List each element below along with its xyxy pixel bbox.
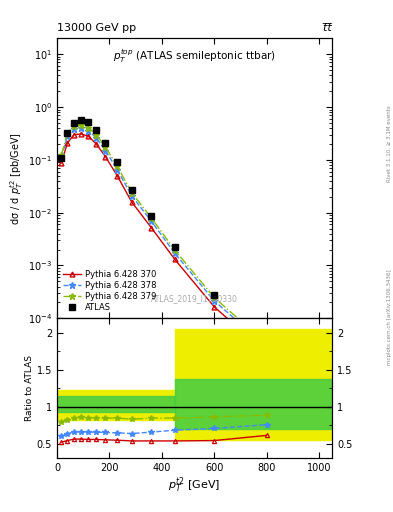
Pythia 6.428 378 — [115, 167, 119, 173]
Pythia 6.428 370 — [264, 350, 269, 356]
Pythia 6.428 378 — [79, 125, 83, 131]
Text: mcplots.cern.ch [arXiv:1306.3436]: mcplots.cern.ch [arXiv:1306.3436] — [387, 270, 392, 365]
Pythia 6.428 370 — [72, 132, 76, 138]
Pythia 6.428 378 — [86, 127, 91, 134]
Line: Pythia 6.428 370: Pythia 6.428 370 — [59, 132, 269, 355]
Pythia 6.428 378 — [264, 344, 269, 350]
Text: 13000 GeV pp: 13000 GeV pp — [57, 23, 136, 33]
ATLAS — [86, 119, 91, 125]
Pythia 6.428 378 — [72, 125, 76, 132]
Pythia 6.428 379 — [79, 122, 83, 129]
Pythia 6.428 378 — [103, 147, 108, 154]
ATLAS — [59, 155, 64, 161]
Pythia 6.428 379 — [86, 124, 91, 131]
Pythia 6.428 378 — [94, 135, 99, 141]
Pythia 6.428 370 — [103, 154, 108, 160]
Pythia 6.428 370 — [94, 141, 99, 147]
ATLAS — [129, 187, 134, 193]
ATLAS — [149, 212, 154, 219]
Pythia 6.428 379 — [115, 163, 119, 169]
Pythia 6.428 370 — [79, 131, 83, 137]
Pythia 6.428 370 — [115, 173, 119, 179]
Line: ATLAS: ATLAS — [59, 117, 269, 345]
Pythia 6.428 370 — [173, 257, 177, 263]
ATLAS — [115, 159, 119, 165]
Pythia 6.428 378 — [65, 133, 70, 139]
ATLAS — [94, 127, 99, 133]
Line: Pythia 6.428 378: Pythia 6.428 378 — [58, 125, 270, 350]
Pythia 6.428 370 — [212, 304, 217, 310]
ATLAS — [212, 292, 217, 298]
Pythia 6.428 379 — [212, 294, 217, 301]
Pythia 6.428 379 — [59, 152, 64, 158]
Y-axis label: Ratio to ATLAS: Ratio to ATLAS — [25, 355, 34, 421]
Pythia 6.428 379 — [103, 144, 108, 150]
Pythia 6.428 379 — [72, 123, 76, 129]
Pythia 6.428 378 — [149, 218, 154, 224]
Line: Pythia 6.428 379: Pythia 6.428 379 — [58, 122, 270, 347]
Text: $p_T^{top}$ (ATLAS semileptonic ttbar): $p_T^{top}$ (ATLAS semileptonic ttbar) — [113, 47, 276, 65]
Pythia 6.428 378 — [59, 154, 64, 160]
Text: Rivet 3.1.10, ≥ 3.1M events: Rivet 3.1.10, ≥ 3.1M events — [387, 105, 392, 182]
Pythia 6.428 378 — [173, 250, 177, 257]
ATLAS — [79, 117, 83, 123]
ATLAS — [264, 339, 269, 346]
Y-axis label: dσ / d $p_T^{t2}$ [pb/GeV]: dσ / d $p_T^{t2}$ [pb/GeV] — [8, 132, 25, 225]
Pythia 6.428 379 — [94, 132, 99, 138]
Pythia 6.428 378 — [129, 193, 134, 199]
Pythia 6.428 379 — [65, 130, 70, 136]
Pythia 6.428 379 — [173, 247, 177, 253]
Pythia 6.428 378 — [212, 297, 217, 304]
ATLAS — [65, 130, 70, 136]
ATLAS — [173, 244, 177, 250]
Pythia 6.428 370 — [129, 199, 134, 205]
Pythia 6.428 379 — [129, 189, 134, 196]
Pythia 6.428 379 — [264, 340, 269, 347]
Text: ATLAS_2019_I1750330: ATLAS_2019_I1750330 — [151, 294, 238, 303]
Pythia 6.428 370 — [86, 133, 91, 139]
Pythia 6.428 370 — [65, 140, 70, 146]
Pythia 6.428 379 — [149, 215, 154, 221]
X-axis label: $p_T^{t2}$ [GeV]: $p_T^{t2}$ [GeV] — [168, 476, 221, 496]
ATLAS — [72, 120, 76, 126]
Text: t̅t̅: t̅t̅ — [323, 23, 332, 33]
ATLAS — [103, 140, 108, 146]
Pythia 6.428 370 — [149, 225, 154, 231]
Legend: Pythia 6.428 370, Pythia 6.428 378, Pythia 6.428 379, ATLAS: Pythia 6.428 370, Pythia 6.428 378, Pyth… — [61, 268, 158, 314]
Pythia 6.428 370 — [59, 160, 64, 166]
